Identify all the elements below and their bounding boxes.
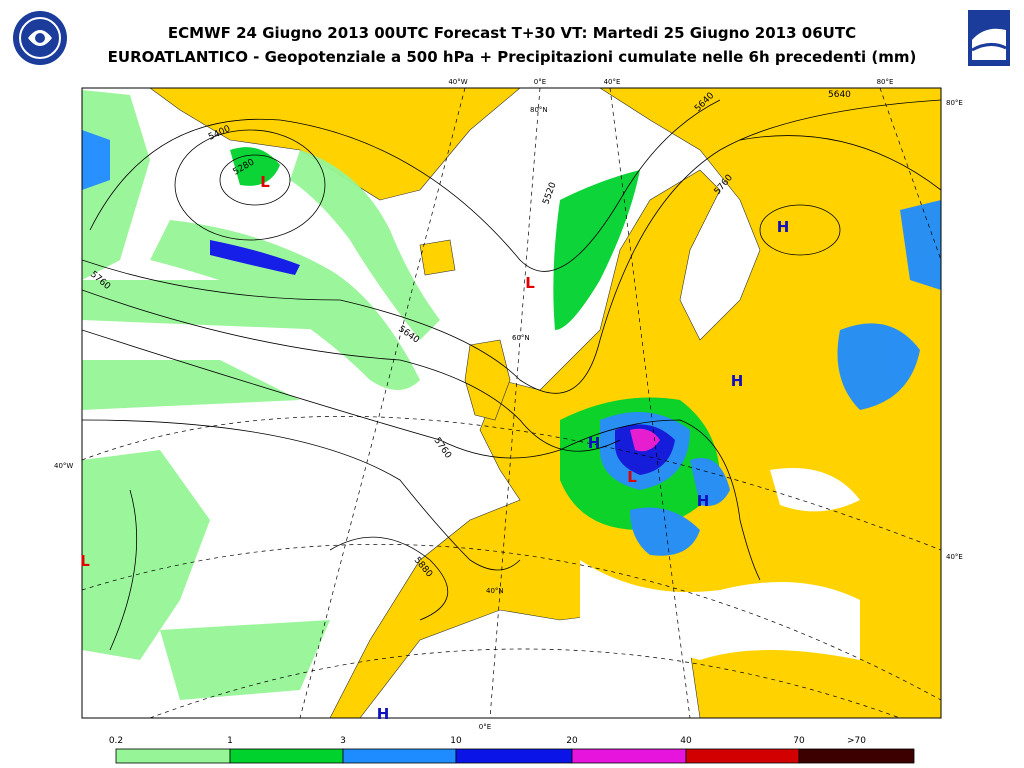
legend-swatch (455, 748, 573, 764)
grid-label: 80°E (877, 78, 894, 86)
title: ECMWF 24 Giugno 2013 00UTC Forecast T+30… (168, 24, 856, 42)
grid-label: 80°N (530, 106, 548, 114)
grid-label: 0°E (479, 723, 491, 731)
grid-label: 40°W (54, 462, 73, 470)
right-logo (968, 10, 1010, 66)
grid-label: 40°E (604, 78, 621, 86)
grid-label: 40°W (448, 78, 467, 86)
pressure-center: L (627, 468, 637, 486)
legend-swatch (229, 748, 344, 764)
grid-label: 60°N (512, 334, 530, 342)
legend-swatch (571, 748, 687, 764)
legend-label: 10 (450, 736, 462, 746)
pressure-centers: L L L L H H H H H (80, 173, 789, 723)
subtitle: EUROATLANTICO - Geopotenziale a 500 hPa … (108, 48, 917, 66)
grid-label: 40°N (486, 587, 504, 595)
pressure-center: H (697, 492, 710, 510)
pressure-center: L (260, 173, 270, 191)
pressure-center: H (377, 705, 390, 723)
legend-swatch (342, 748, 457, 764)
contour-label: 5640 (828, 90, 851, 100)
legend: 0.2 1 3 10 20 40 70 >70 (109, 736, 915, 764)
legend-label: 1 (227, 736, 233, 746)
map-frame (81, 87, 942, 719)
legend-label: >70 (847, 736, 866, 746)
pressure-center: L (80, 552, 90, 570)
left-logo (13, 11, 67, 65)
legend-swatch (685, 748, 800, 764)
legend-swatch (798, 748, 915, 764)
grid-label: 40°E (946, 553, 963, 561)
map-area (82, 88, 941, 718)
legend-label: 20 (566, 736, 578, 746)
pressure-center: L (525, 274, 535, 292)
legend-label: 0.2 (109, 736, 123, 746)
pressure-center: H (777, 218, 790, 236)
pressure-center: H (731, 372, 744, 390)
legend-label: 70 (793, 736, 805, 746)
grid-label: 80°E (946, 99, 963, 107)
pressure-center: H (588, 434, 601, 452)
legend-label: 40 (680, 736, 692, 746)
legend-label: 3 (340, 736, 346, 746)
grid-label: 0°E (534, 78, 546, 86)
legend-swatch (115, 748, 231, 764)
